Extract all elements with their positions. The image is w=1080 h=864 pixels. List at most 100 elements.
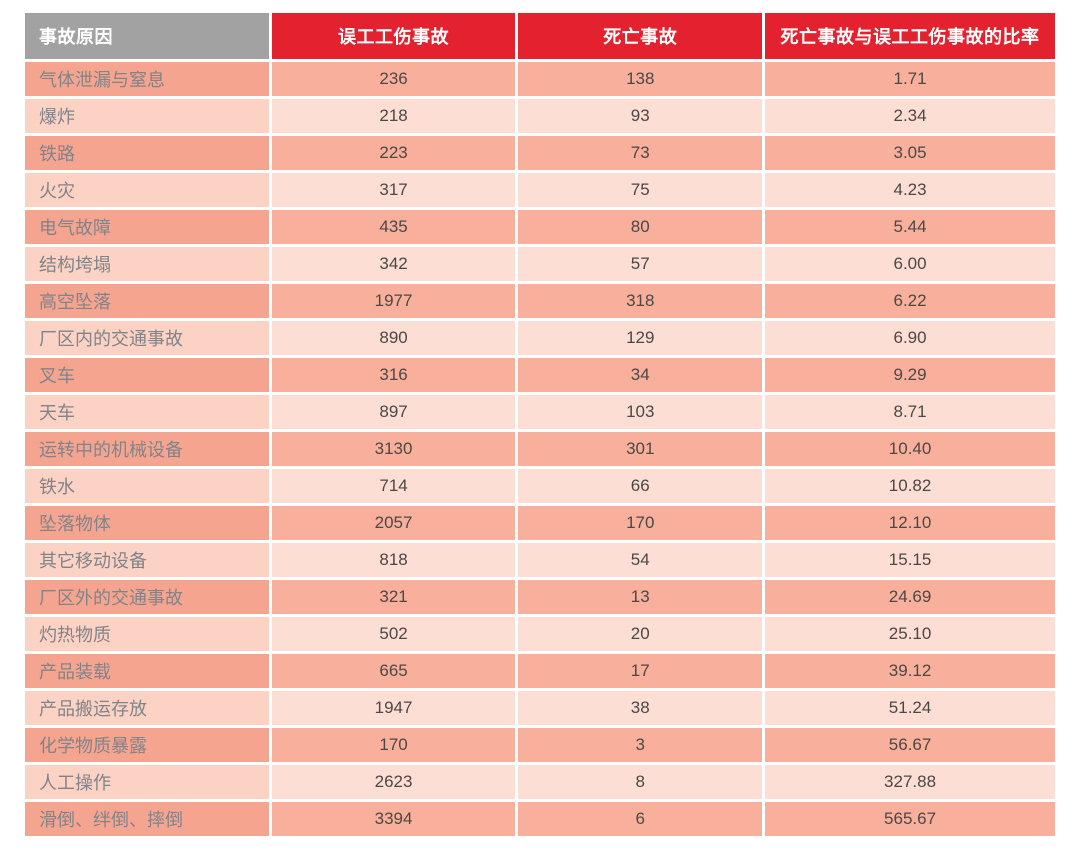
cause-cell: 火灾 [25, 173, 269, 207]
fatal-value-cell: 73 [518, 136, 763, 170]
table-row: 运转中的机械设备 3130 301 10.40 [25, 432, 1055, 466]
cause-cell: 人工操作 [25, 765, 269, 799]
table-row: 化学物质暴露 170 3 56.67 [25, 728, 1055, 762]
table-row: 火灾 317 75 4.23 [25, 173, 1055, 207]
accident-table-container: 事故原因 误工工伤事故 死亡事故 死亡事故与误工工伤事故的比率 气体泄漏与窒息 … [22, 10, 1058, 839]
fatal-value-cell: 103 [518, 395, 763, 429]
lost-time-value-cell: 236 [271, 62, 516, 96]
cause-cell: 结构垮塌 [25, 247, 269, 281]
table-row: 坠落物体 2057 170 12.10 [25, 506, 1055, 540]
fatal-value-cell: 75 [518, 173, 763, 207]
lost-time-value-cell: 1947 [271, 691, 516, 725]
fatal-value-cell: 38 [518, 691, 763, 725]
table-row: 厂区外的交通事故 321 13 24.69 [25, 580, 1055, 614]
table-row: 结构垮塌 342 57 6.00 [25, 247, 1055, 281]
ratio-value-cell: 4.23 [765, 173, 1055, 207]
cause-cell: 坠落物体 [25, 506, 269, 540]
table-body: 气体泄漏与窒息 236 138 1.71 爆炸 218 93 2.34 铁路 2… [25, 62, 1055, 836]
cause-cell: 天车 [25, 395, 269, 429]
fatal-value-cell: 3 [518, 728, 763, 762]
table-row: 滑倒、绊倒、摔倒 3394 6 565.67 [25, 802, 1055, 836]
cause-cell: 运转中的机械设备 [25, 432, 269, 466]
header-row: 事故原因 误工工伤事故 死亡事故 死亡事故与误工工伤事故的比率 [25, 13, 1055, 59]
cause-cell: 气体泄漏与窒息 [25, 62, 269, 96]
ratio-value-cell: 327.88 [765, 765, 1055, 799]
fatal-value-cell: 93 [518, 99, 763, 133]
table-row: 爆炸 218 93 2.34 [25, 99, 1055, 133]
cause-cell: 厂区外的交通事故 [25, 580, 269, 614]
ratio-value-cell: 12.10 [765, 506, 1055, 540]
fatal-value-cell: 301 [518, 432, 763, 466]
table-row: 灼热物质 502 20 25.10 [25, 617, 1055, 651]
table-row: 铁水 714 66 10.82 [25, 469, 1055, 503]
ratio-value-cell: 56.67 [765, 728, 1055, 762]
fatal-value-cell: 8 [518, 765, 763, 799]
ratio-value-cell: 51.24 [765, 691, 1055, 725]
column-header-cause: 事故原因 [25, 13, 269, 59]
cause-cell: 爆炸 [25, 99, 269, 133]
lost-time-value-cell: 3130 [271, 432, 516, 466]
table-row: 产品搬运存放 1947 38 51.24 [25, 691, 1055, 725]
cause-cell: 电气故障 [25, 210, 269, 244]
ratio-value-cell: 39.12 [765, 654, 1055, 688]
table-row: 叉车 316 34 9.29 [25, 358, 1055, 392]
ratio-value-cell: 5.44 [765, 210, 1055, 244]
ratio-value-cell: 2.34 [765, 99, 1055, 133]
ratio-value-cell: 6.00 [765, 247, 1055, 281]
fatal-value-cell: 170 [518, 506, 763, 540]
table-row: 铁路 223 73 3.05 [25, 136, 1055, 170]
table-row: 气体泄漏与窒息 236 138 1.71 [25, 62, 1055, 96]
lost-time-value-cell: 223 [271, 136, 516, 170]
lost-time-value-cell: 435 [271, 210, 516, 244]
column-header-lost-time-injuries: 误工工伤事故 [271, 13, 516, 59]
lost-time-value-cell: 890 [271, 321, 516, 355]
cause-cell: 其它移动设备 [25, 543, 269, 577]
lost-time-value-cell: 714 [271, 469, 516, 503]
lost-time-value-cell: 665 [271, 654, 516, 688]
fatal-value-cell: 54 [518, 543, 763, 577]
fatal-value-cell: 129 [518, 321, 763, 355]
lost-time-value-cell: 218 [271, 99, 516, 133]
table-row: 电气故障 435 80 5.44 [25, 210, 1055, 244]
ratio-value-cell: 3.05 [765, 136, 1055, 170]
table-row: 高空坠落 1977 318 6.22 [25, 284, 1055, 318]
column-header-fatal-to-lost-time-ratio: 死亡事故与误工工伤事故的比率 [765, 13, 1055, 59]
fatal-value-cell: 318 [518, 284, 763, 318]
ratio-value-cell: 25.10 [765, 617, 1055, 651]
ratio-value-cell: 10.82 [765, 469, 1055, 503]
ratio-value-cell: 6.22 [765, 284, 1055, 318]
fatal-value-cell: 6 [518, 802, 763, 836]
ratio-value-cell: 24.69 [765, 580, 1055, 614]
lost-time-value-cell: 170 [271, 728, 516, 762]
fatal-value-cell: 138 [518, 62, 763, 96]
lost-time-value-cell: 897 [271, 395, 516, 429]
lost-time-value-cell: 317 [271, 173, 516, 207]
table-row: 其它移动设备 818 54 15.15 [25, 543, 1055, 577]
lost-time-value-cell: 342 [271, 247, 516, 281]
cause-cell: 化学物质暴露 [25, 728, 269, 762]
table-row: 产品装载 665 17 39.12 [25, 654, 1055, 688]
fatal-value-cell: 13 [518, 580, 763, 614]
table-row: 天车 897 103 8.71 [25, 395, 1055, 429]
cause-cell: 灼热物质 [25, 617, 269, 651]
ratio-value-cell: 6.90 [765, 321, 1055, 355]
cause-cell: 厂区内的交通事故 [25, 321, 269, 355]
lost-time-value-cell: 502 [271, 617, 516, 651]
ratio-value-cell: 15.15 [765, 543, 1055, 577]
ratio-value-cell: 1.71 [765, 62, 1055, 96]
table-row: 厂区内的交通事故 890 129 6.90 [25, 321, 1055, 355]
lost-time-value-cell: 316 [271, 358, 516, 392]
accident-statistics-table: 事故原因 误工工伤事故 死亡事故 死亡事故与误工工伤事故的比率 气体泄漏与窒息 … [22, 10, 1058, 839]
ratio-value-cell: 10.40 [765, 432, 1055, 466]
fatal-value-cell: 17 [518, 654, 763, 688]
column-header-fatal-accidents: 死亡事故 [518, 13, 763, 59]
lost-time-value-cell: 321 [271, 580, 516, 614]
ratio-value-cell: 9.29 [765, 358, 1055, 392]
ratio-value-cell: 8.71 [765, 395, 1055, 429]
fatal-value-cell: 34 [518, 358, 763, 392]
lost-time-value-cell: 818 [271, 543, 516, 577]
ratio-value-cell: 565.67 [765, 802, 1055, 836]
fatal-value-cell: 80 [518, 210, 763, 244]
lost-time-value-cell: 2623 [271, 765, 516, 799]
fatal-value-cell: 57 [518, 247, 763, 281]
